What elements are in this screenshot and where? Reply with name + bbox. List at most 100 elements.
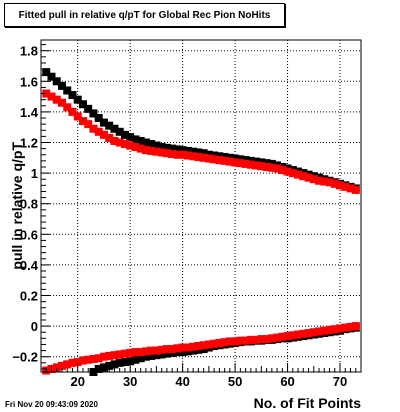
series-2-point xyxy=(152,351,161,360)
x-tick-label: 30 xyxy=(123,374,137,389)
series-3-point xyxy=(131,348,140,357)
series-1-point xyxy=(194,153,203,162)
series-3-point xyxy=(162,345,171,354)
series-0-point xyxy=(57,81,66,90)
series-0-point xyxy=(136,136,145,145)
series-3-point xyxy=(110,351,119,360)
series-3-point xyxy=(63,360,72,369)
y-tick-label: 0.6 xyxy=(20,227,38,242)
series-3-point xyxy=(89,354,98,363)
series-2-point xyxy=(147,351,156,360)
series-1-point xyxy=(220,156,229,165)
series-3-point xyxy=(241,336,250,345)
series-0-point xyxy=(178,146,187,155)
series-1-point xyxy=(110,136,119,145)
series-2-point xyxy=(110,360,119,369)
series-1-point xyxy=(84,120,93,129)
series-3-point xyxy=(309,328,318,337)
series-1-point xyxy=(257,162,266,171)
series-1-point xyxy=(204,154,213,163)
series-0-point xyxy=(168,144,177,153)
axis-ticks: 20 30 40 50 60 70 −0.2 0 0.2 0.4 0.6 0.8 1 1.2 1.4 1.6 1… xyxy=(12,44,357,389)
y-axis-label: pull in relative q/pT xyxy=(9,142,25,270)
series-1-point xyxy=(341,182,350,191)
x-tick-label: 60 xyxy=(280,374,294,389)
series-0-point xyxy=(89,109,98,118)
series-3-point xyxy=(78,356,87,365)
series-0-point xyxy=(183,146,192,155)
series-3-point xyxy=(99,352,108,361)
y-tick-label: 0 xyxy=(31,319,38,334)
series-1-point xyxy=(283,167,292,176)
series-3-point xyxy=(252,335,261,344)
series-1-point xyxy=(336,181,345,190)
y-tick-label: 0.2 xyxy=(20,289,38,304)
plot-frame xyxy=(40,39,362,373)
series-0-point xyxy=(173,145,182,154)
series-1-point xyxy=(78,117,87,126)
grid-lines xyxy=(41,40,361,372)
series-0-point xyxy=(141,138,150,147)
series-1-point xyxy=(225,157,234,166)
series-3-point xyxy=(173,344,182,353)
series-0-point xyxy=(42,68,51,77)
series-0-point xyxy=(194,148,203,157)
series-3-point xyxy=(152,346,161,355)
series-2-point xyxy=(162,349,171,358)
series-1-point xyxy=(252,161,261,170)
series-0-point xyxy=(157,143,166,152)
series-3-point xyxy=(341,323,350,332)
series-3-point xyxy=(304,328,313,337)
series-3-point xyxy=(194,341,203,350)
series-0-point xyxy=(99,118,108,127)
series-1-point xyxy=(73,112,82,121)
series-1-point xyxy=(68,107,77,116)
x-tick-label: 40 xyxy=(175,374,189,389)
series-0-point xyxy=(189,147,198,156)
series-3-point xyxy=(136,348,145,357)
y-tick-label: −0.2 xyxy=(12,350,38,365)
series-0-point xyxy=(84,104,93,113)
y-tick-label: 1 xyxy=(31,166,38,181)
series-3-point xyxy=(346,322,355,331)
series-1-point xyxy=(246,160,255,169)
series-0-point xyxy=(131,135,140,144)
y-tick-label: 0.4 xyxy=(20,258,39,273)
series-1-point xyxy=(299,172,308,181)
series-3-point xyxy=(320,326,329,335)
chart-title: Fitted pull in relative q/pT for Global … xyxy=(4,3,285,27)
series-0-point xyxy=(152,141,161,150)
series-1-point xyxy=(288,169,297,178)
series-3-point xyxy=(157,345,166,354)
series-1-point xyxy=(199,153,208,162)
series-1-point xyxy=(320,177,329,186)
series-3-point xyxy=(94,354,103,363)
series-3-point xyxy=(225,337,234,346)
series-1-point xyxy=(94,127,103,136)
series-3-point xyxy=(183,343,192,352)
series-2-point xyxy=(178,348,187,357)
series-3-point xyxy=(246,335,255,344)
series-3-point xyxy=(351,322,360,331)
series-0-point xyxy=(199,149,208,158)
data-markers xyxy=(42,68,360,376)
series-0-point xyxy=(147,140,156,149)
series-2-point xyxy=(141,352,150,361)
series-3-point xyxy=(325,325,334,334)
series-1-point xyxy=(273,164,282,173)
series-3-point xyxy=(52,363,61,372)
series-2-point xyxy=(105,361,114,370)
series-2-point xyxy=(126,357,135,366)
series-3-point xyxy=(288,331,297,340)
series-3-point xyxy=(178,343,187,352)
series-3-point xyxy=(84,355,93,364)
series-1-point xyxy=(189,152,198,161)
series-3-point xyxy=(120,349,129,358)
series-1-point xyxy=(351,185,360,194)
series-1-point xyxy=(210,155,219,164)
series-1-point xyxy=(304,173,313,182)
series-1-point xyxy=(262,162,271,171)
series-1-point xyxy=(346,184,355,193)
series-1-point xyxy=(147,146,156,155)
